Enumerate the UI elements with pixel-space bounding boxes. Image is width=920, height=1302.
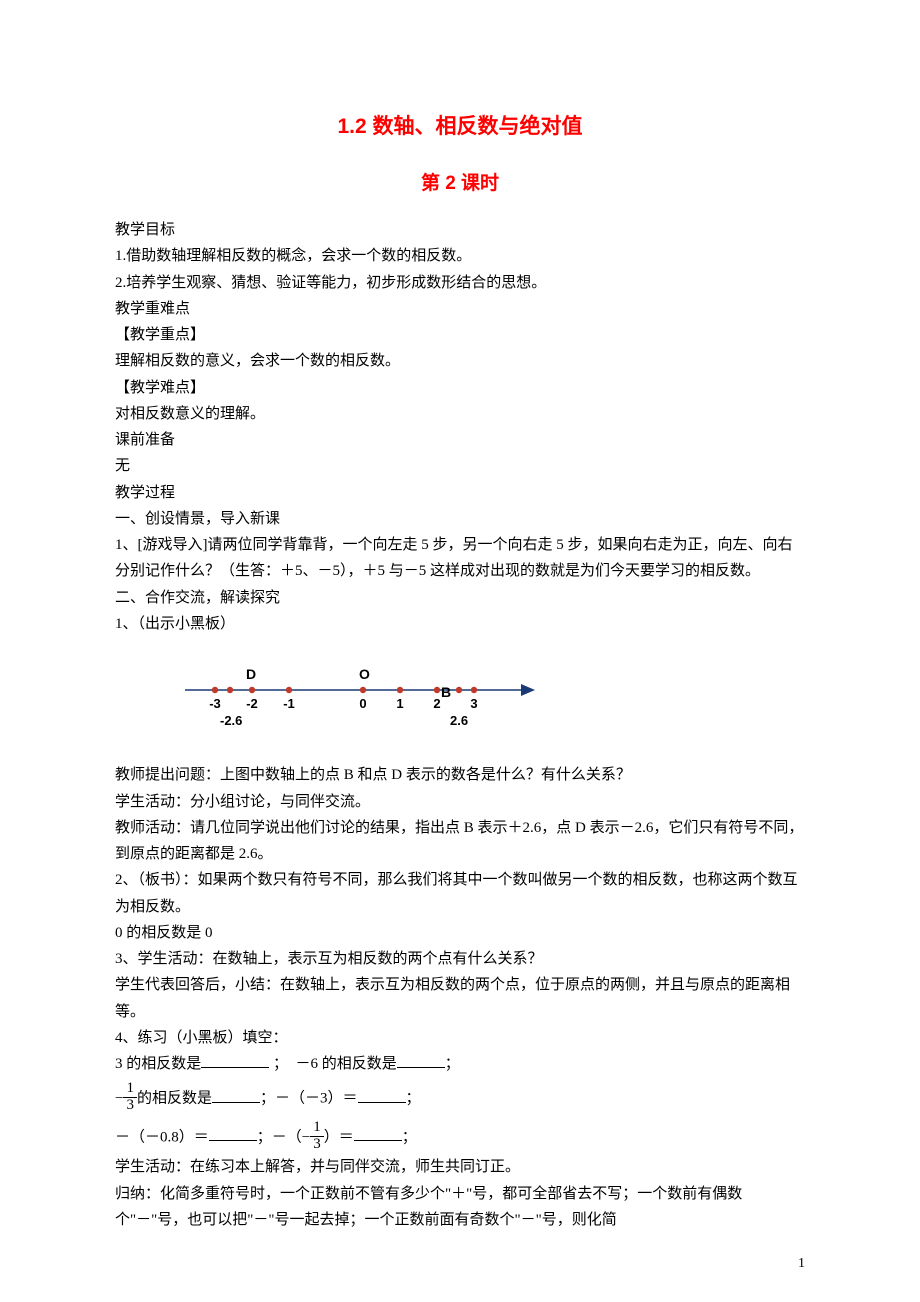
- keypoint-label: 【教学重点】: [115, 322, 805, 348]
- q5: 0 的相反数是 0: [115, 920, 805, 946]
- section-1-p1: 1、[游戏导入]请两位同学背靠背，一个向左走 5 步，另一个向右走 5 步，如果…: [115, 532, 805, 585]
- q2: 学生活动：分小组讨论，与同伴交流。: [115, 789, 805, 815]
- body: 教学目标 1.借助数轴理解相反数的概念，会求一个数的相反数。 2.培养学生观察、…: [115, 217, 805, 1233]
- blank: [209, 1125, 257, 1141]
- difficulty-label: 教学重难点: [115, 296, 805, 322]
- blank: [397, 1052, 445, 1068]
- ex3-d: ；: [402, 1129, 417, 1145]
- svg-text:2: 2: [433, 696, 440, 711]
- svg-text:D: D: [246, 666, 256, 682]
- q3: 教师活动：请几位同学说出他们讨论的结果，指出点 B 表示＋2.6，点 D 表示－…: [115, 815, 805, 868]
- exercise-line-3: －（－0.8）＝ ；－（−13）＝ ；: [115, 1122, 805, 1155]
- keypoint: 理解相反数的意义，会求一个数的相反数。: [115, 348, 805, 374]
- section-2-p1: 1、（出示小黑板）: [115, 611, 805, 637]
- goal-2: 2.培养学生观察、猜想、验证等能力，初步形成数形结合的思想。: [115, 270, 805, 296]
- svg-text:-2: -2: [246, 696, 258, 711]
- numberline-svg: -3 -2 -1 0 1 2 3 -2.6 2.6 D O B: [165, 655, 545, 735]
- ex2-c: ；: [406, 1091, 421, 1107]
- q7: 学生代表回答后，小结：在数轴上，表示互为相反数的两个点，位于原点的两侧，并且与原…: [115, 972, 805, 1025]
- ex3-c: ）＝: [324, 1129, 354, 1145]
- fraction-2: 13: [310, 1120, 324, 1153]
- svg-text:-2.6: -2.6: [220, 713, 242, 728]
- ex1-a: 3 的相反数是: [115, 1056, 201, 1072]
- doc-subtitle: 第 2 课时: [115, 168, 805, 195]
- exercise-line-1: 3 的相反数是 ； －6 的相反数是 ；: [115, 1051, 805, 1077]
- ex2-a: 的相反数是: [137, 1091, 212, 1107]
- q1: 教师提出问题：上图中数轴上的点 B 和点 D 表示的数各是什么？有什么关系？: [115, 762, 805, 788]
- page-number: 1: [798, 1256, 805, 1272]
- ex1-b: ； －6 的相反数是: [269, 1056, 397, 1072]
- hard-label: 【教学难点】: [115, 375, 805, 401]
- frac-num: 1: [123, 1081, 137, 1098]
- svg-text:-3: -3: [209, 696, 221, 711]
- svg-text:2.6: 2.6: [450, 713, 468, 728]
- svg-text:-1: -1: [283, 696, 295, 711]
- goal-label: 教学目标: [115, 217, 805, 243]
- q10: 归纳：化简多重符号时，一个正数前不管有多少个"＋"号，都可全部省去不写；一个数前…: [115, 1181, 805, 1234]
- process-label: 教学过程: [115, 480, 805, 506]
- ex3-b: ；－（: [257, 1129, 302, 1145]
- svg-text:0: 0: [359, 696, 366, 711]
- frac-2-sign: −: [302, 1129, 310, 1145]
- q6: 3、学生活动：在数轴上，表示互为相反数的两个点有什么关系？: [115, 946, 805, 972]
- ex1-c: ；: [445, 1056, 460, 1072]
- hard: 对相反数意义的理解。: [115, 401, 805, 427]
- blank: [212, 1087, 260, 1103]
- ex2-b: ；－（－3）＝: [260, 1091, 358, 1107]
- blank: [354, 1125, 402, 1141]
- q9: 学生活动：在练习本上解答，并与同伴交流，师生共同订正。: [115, 1154, 805, 1180]
- page: 1.2 数轴、相反数与绝对值 第 2 课时 教学目标 1.借助数轴理解相反数的概…: [0, 0, 920, 1302]
- svg-text:1: 1: [396, 696, 403, 711]
- frac-den: 3: [310, 1137, 324, 1153]
- numberline: -3 -2 -1 0 1 2 3 -2.6 2.6 D O B: [165, 655, 805, 744]
- section-1: 一、创设情景，导入新课: [115, 506, 805, 532]
- blank: [358, 1087, 406, 1103]
- doc-title: 1.2 数轴、相反数与绝对值: [115, 110, 805, 140]
- frac-num: 1: [310, 1120, 324, 1137]
- q8: 4、练习（小黑板）填空：: [115, 1025, 805, 1051]
- exercise-line-2: −13的相反数是 ；－（－3）＝ ；: [115, 1083, 805, 1116]
- prep-label: 课前准备: [115, 427, 805, 453]
- frac-1-sign: −: [115, 1091, 123, 1107]
- ex3-a: －（－0.8）＝: [115, 1129, 209, 1145]
- svg-text:3: 3: [470, 696, 477, 711]
- q4: 2、（板书）：如果两个数只有符号不同，那么我们将其中一个数叫做另一个数的相反数，…: [115, 867, 805, 920]
- fraction-1: 13: [123, 1081, 137, 1114]
- svg-text:O: O: [359, 666, 370, 682]
- svg-text:B: B: [441, 684, 451, 700]
- section-2: 二、合作交流，解读探究: [115, 585, 805, 611]
- frac-den: 3: [123, 1098, 137, 1114]
- prep: 无: [115, 453, 805, 479]
- blank: [201, 1052, 269, 1068]
- goal-1: 1.借助数轴理解相反数的概念，会求一个数的相反数。: [115, 243, 805, 269]
